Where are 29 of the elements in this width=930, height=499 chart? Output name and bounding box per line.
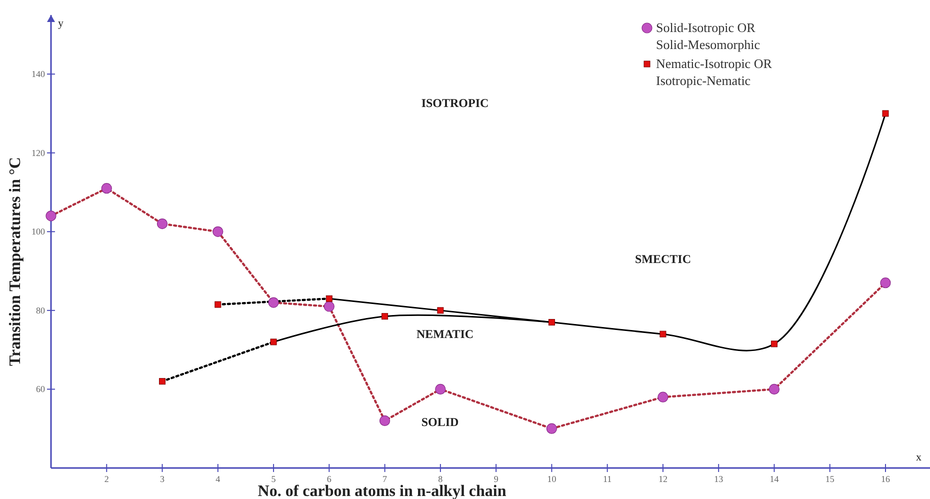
x-tick-label: 6 <box>326 474 332 484</box>
x-tick-label: 16 <box>880 474 890 484</box>
legend-label: Nematic-Isotropic OR Isotropic-Nematic <box>656 56 772 88</box>
legend-label: Solid-Isotropic OR Solid-Mesomorphic <box>656 20 760 52</box>
x-tick-label: 9 <box>494 474 499 484</box>
x-tick-label: 10 <box>547 474 557 484</box>
annotation: SMECTIC <box>634 252 692 266</box>
x-tick-label: 15 <box>825 474 835 484</box>
annotation: NEMATIC <box>416 326 474 341</box>
y-tick-label: 140 <box>32 69 46 80</box>
x-tick-label: 12 <box>658 474 668 484</box>
x-tick-label: 14 <box>770 474 780 484</box>
y-tick-label: 100 <box>32 226 46 237</box>
x-tick-label: 8 <box>438 474 444 484</box>
annotation: ISOTROPIC <box>421 96 489 110</box>
x-tick-label: 7 <box>382 474 388 484</box>
annotation: SOLID <box>421 414 459 429</box>
annotation: x <box>916 452 922 464</box>
x-tick-label: 2 <box>104 474 109 484</box>
x-tick-label: 11 <box>602 474 612 484</box>
y-tick-label: 60 <box>36 384 46 394</box>
x-tick-label: 3 <box>160 474 166 484</box>
y-tick-label: 80 <box>36 305 46 316</box>
y-axis-title: Transition Temperatures in °C <box>7 157 24 366</box>
y-tick-label: 120 <box>32 148 46 158</box>
x-tick-label: 13 <box>714 474 724 484</box>
x-tick-label: 4 <box>216 474 221 484</box>
x-tick-label: 5 <box>271 474 276 484</box>
annotation: y <box>58 18 64 30</box>
